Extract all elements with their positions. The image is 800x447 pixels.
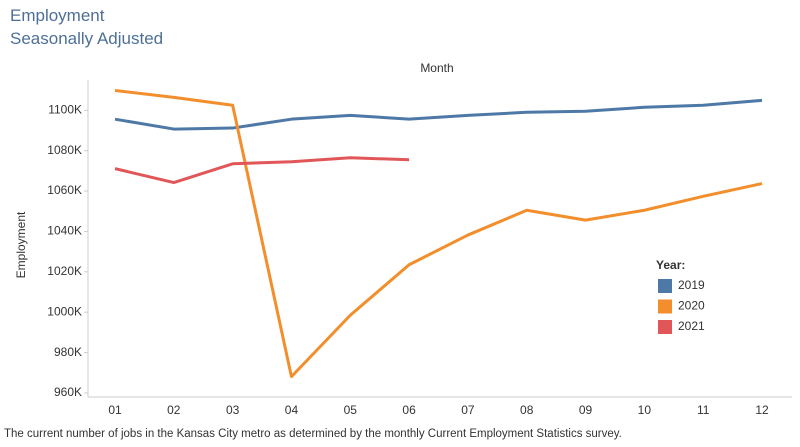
chart-title: Employment [10,6,105,25]
y-tick-label: 1100K [48,102,82,116]
x-tick-label: 02 [167,403,181,417]
legend-label: 2020 [678,299,705,313]
y-tick-label: 1060K [47,183,82,197]
y-tick-label: 1020K [47,264,82,278]
x-tick-label: 01 [108,403,122,417]
x-tick-label: 09 [579,403,593,417]
y-tick-label: 1040K [47,224,82,238]
legend-swatch [658,299,672,314]
line-series [114,156,410,185]
y-tick-label: 980K [54,345,82,359]
x-tick-label: 03 [226,403,240,417]
x-tick-label: 05 [344,403,358,417]
x-tick-label: 06 [402,403,416,417]
x-tick-label: 04 [285,403,299,417]
line-series [114,89,763,379]
legend-label: 2021 [678,319,705,333]
x-tick-label: 07 [461,403,475,417]
y-axis-label: Employment [14,211,28,278]
x-axis-label: Month [420,61,453,75]
x-tick-label: 12 [755,403,769,417]
legend-swatch [658,320,672,334]
x-tick-label: 11 [697,403,710,417]
line-series [114,98,763,131]
x-tick-label: 10 [638,403,652,417]
y-tick-label: 1080K [47,143,82,157]
x-tick-label: 08 [520,403,534,417]
chart-subtitle: Seasonally Adjusted [10,29,163,48]
y-tick-label: 1000K [47,304,82,318]
legend-label: 2019 [678,278,705,292]
y-tick-label: 960K [54,385,82,399]
caption: The current number of jobs in the Kansas… [4,428,622,440]
legend-title: Year: [656,258,685,272]
legend-swatch [658,279,672,293]
